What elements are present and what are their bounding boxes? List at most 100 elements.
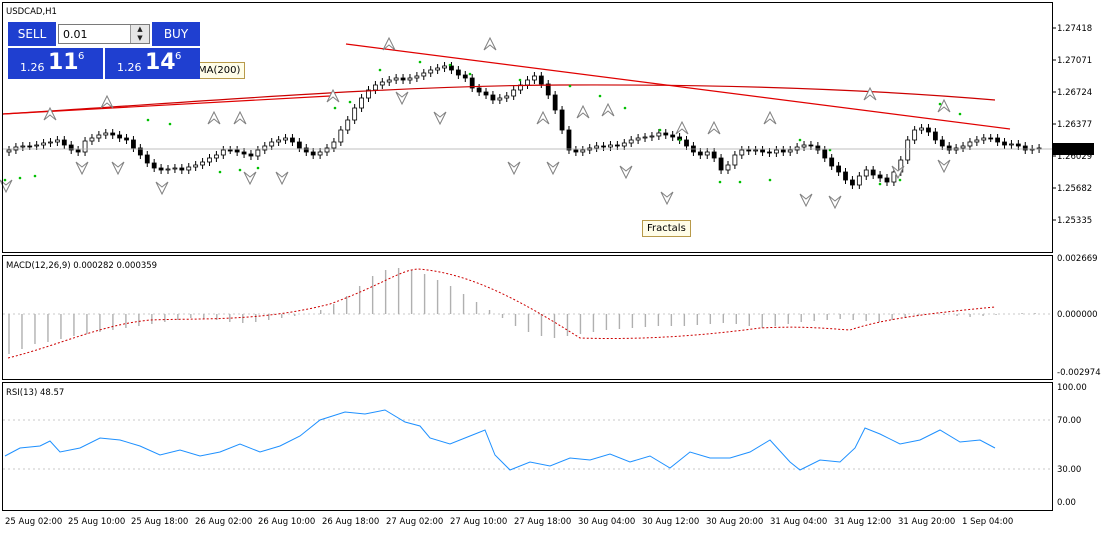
buy-price-pips: 14 bbox=[145, 50, 176, 75]
candle-body bbox=[988, 137, 994, 140]
psar-dot bbox=[33, 174, 37, 178]
fractal-up-icon bbox=[601, 102, 615, 117]
fractal-down-icon bbox=[937, 159, 951, 174]
lot-decrease-icon[interactable]: ▼ bbox=[130, 34, 149, 43]
candle-body bbox=[946, 145, 952, 151]
candle-body bbox=[227, 149, 233, 152]
candle-body bbox=[345, 119, 351, 131]
candle-body bbox=[255, 149, 261, 157]
candle-body bbox=[200, 161, 205, 166]
buy-price-quote[interactable]: 1.26 14 6 bbox=[105, 48, 200, 79]
lot-size-field[interactable]: ▲ ▼ bbox=[58, 24, 150, 44]
fractal-up-icon bbox=[100, 94, 114, 109]
candle-body bbox=[718, 157, 724, 171]
psar-dot bbox=[798, 138, 802, 142]
fractal-down-icon bbox=[275, 171, 289, 186]
candle-body bbox=[34, 144, 40, 147]
candle-body bbox=[6, 149, 12, 153]
macd-panel[interactable] bbox=[2, 255, 1053, 380]
candle-body bbox=[926, 127, 931, 133]
candle-body bbox=[48, 141, 53, 144]
macd-signal-line bbox=[7, 268, 996, 359]
price-axis-label: 1.26029 bbox=[1057, 152, 1092, 162]
candle-body bbox=[939, 139, 945, 147]
rsi-axis-label: 70.00 bbox=[1057, 416, 1081, 426]
candle-body bbox=[808, 144, 814, 147]
candle-body bbox=[967, 141, 973, 147]
fractal-down-icon bbox=[799, 193, 813, 208]
candle-body bbox=[850, 179, 855, 186]
candle-body bbox=[124, 137, 129, 141]
fractal-up-icon bbox=[937, 98, 951, 113]
candle-body bbox=[794, 146, 800, 151]
candle-body bbox=[559, 109, 565, 131]
candle-body bbox=[704, 151, 710, 156]
candle-body bbox=[856, 175, 862, 186]
time-axis-label: 30 Aug 20:00 bbox=[706, 517, 763, 527]
candle-body bbox=[552, 94, 558, 111]
candle-body bbox=[54, 139, 60, 143]
candle-body bbox=[815, 145, 821, 151]
rsi-panel[interactable] bbox=[2, 382, 1053, 511]
candle-body bbox=[995, 137, 1001, 143]
candle-body bbox=[428, 69, 434, 74]
psar-dot bbox=[418, 60, 422, 64]
time-axis-label: 25 Aug 02:00 bbox=[5, 517, 62, 527]
candle-body bbox=[483, 91, 489, 96]
time-axis-label: 27 Aug 18:00 bbox=[514, 517, 571, 527]
time-axis-label: 1 Sep 04:00 bbox=[962, 517, 1013, 527]
sell-button[interactable]: SELL bbox=[8, 22, 56, 46]
buy-button[interactable]: BUY bbox=[152, 22, 200, 46]
fractal-up-icon bbox=[536, 110, 550, 125]
candle-body bbox=[711, 151, 717, 159]
psar-dot bbox=[828, 148, 832, 152]
candle-body bbox=[303, 147, 309, 153]
buy-price-fraction: 6 bbox=[175, 51, 182, 62]
fractal-down-icon bbox=[433, 111, 447, 126]
one-click-trading-panel: SELL ▲ ▼ BUY 1.26 11 6 1.26 14 6 bbox=[8, 22, 200, 79]
candle-body bbox=[829, 157, 835, 167]
candle-body bbox=[110, 132, 116, 136]
psar-dot bbox=[168, 122, 172, 126]
candle-body bbox=[283, 137, 288, 141]
fractal-down-icon bbox=[507, 161, 521, 176]
macd-axis-label: 0.000000 bbox=[1057, 310, 1098, 320]
candle-body bbox=[767, 151, 772, 154]
macd-axis-label: 0.002669 bbox=[1057, 254, 1098, 264]
candle-body bbox=[165, 168, 171, 171]
sell-price-fraction: 6 bbox=[78, 51, 85, 62]
candle-body bbox=[1022, 145, 1028, 151]
candle-body bbox=[877, 174, 883, 179]
psar-dot bbox=[348, 100, 352, 104]
candle-body bbox=[628, 139, 634, 144]
buy-price-prefix: 1.26 bbox=[117, 61, 142, 74]
candle-body bbox=[373, 84, 378, 91]
main-chart-panel[interactable] bbox=[2, 2, 1053, 253]
candle-body bbox=[310, 151, 316, 156]
psar-dot bbox=[658, 128, 662, 132]
candle-body bbox=[324, 147, 330, 153]
ma-annotation[interactable]: MA(200) bbox=[193, 62, 246, 79]
fractal-up-icon bbox=[382, 36, 396, 51]
psar-dot bbox=[468, 72, 472, 76]
candle-body bbox=[836, 165, 841, 173]
lot-size-input[interactable] bbox=[59, 25, 135, 43]
fractal-down-icon bbox=[546, 161, 560, 176]
candle-body bbox=[75, 149, 81, 153]
sell-price-quote[interactable]: 1.26 11 6 bbox=[8, 48, 103, 79]
candle-body bbox=[179, 167, 185, 171]
candle-body bbox=[359, 97, 364, 109]
psar-dot bbox=[218, 170, 222, 174]
fractals-annotation[interactable]: Fractals bbox=[642, 220, 691, 237]
candle-body bbox=[511, 89, 517, 97]
candle-body bbox=[753, 149, 759, 152]
candle-body bbox=[317, 151, 323, 156]
candle-body bbox=[151, 162, 157, 169]
candle-body bbox=[449, 65, 454, 71]
psar-dot bbox=[448, 63, 452, 67]
candle-body bbox=[532, 75, 537, 81]
candle-body bbox=[414, 75, 420, 79]
time-axis-label: 30 Aug 12:00 bbox=[642, 517, 699, 527]
